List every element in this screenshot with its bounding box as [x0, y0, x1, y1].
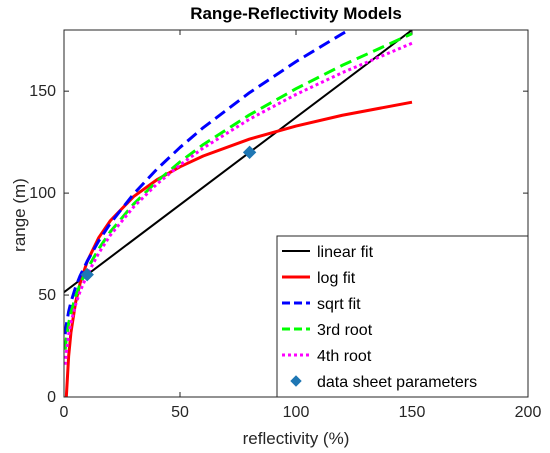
- series-line-0: [64, 30, 413, 293]
- legend: linear fit log fit sqrt fit 3rd root 4th roo…: [276, 235, 529, 398]
- data-sheet-marker: [242, 145, 257, 160]
- x-tick-label: 0: [60, 404, 69, 421]
- series-line-4: [64, 41, 413, 365]
- legend-entry-5: data sheet parameters: [317, 374, 477, 391]
- legend-entry-2: sqrt fit: [317, 296, 361, 313]
- x-tick-label: 50: [171, 404, 189, 421]
- legend-entry-1: log fit: [317, 270, 356, 287]
- y-tick-label: 50: [38, 287, 56, 304]
- series-layer: [64, 30, 413, 397]
- legend-entry-3: 3rd root: [317, 322, 373, 339]
- x-axis-label: reflectivity (%): [243, 429, 350, 448]
- x-tick-label: 200: [515, 404, 542, 421]
- legend-entry-0: linear fit: [317, 244, 374, 261]
- ticks-layer: 0 50 100 150 200 0 50 100 150: [29, 30, 541, 421]
- legend-swatch-marker: [290, 375, 302, 387]
- x-tick-label: 100: [283, 404, 310, 421]
- x-tick-label: 150: [399, 404, 426, 421]
- y-axis-label: range (m): [10, 178, 29, 252]
- series-line-2: [64, 30, 352, 335]
- series-line-3: [64, 32, 413, 350]
- markers-layer: [80, 145, 257, 282]
- y-tick-label: 150: [29, 83, 56, 100]
- data-sheet-marker: [80, 267, 94, 282]
- legend-box: [276, 235, 529, 398]
- legend-entry-4: 4th root: [317, 348, 372, 365]
- chart-title: Range-Reflectivity Models: [190, 4, 402, 23]
- y-tick-label: 0: [47, 389, 56, 406]
- y-tick-label: 100: [29, 185, 56, 202]
